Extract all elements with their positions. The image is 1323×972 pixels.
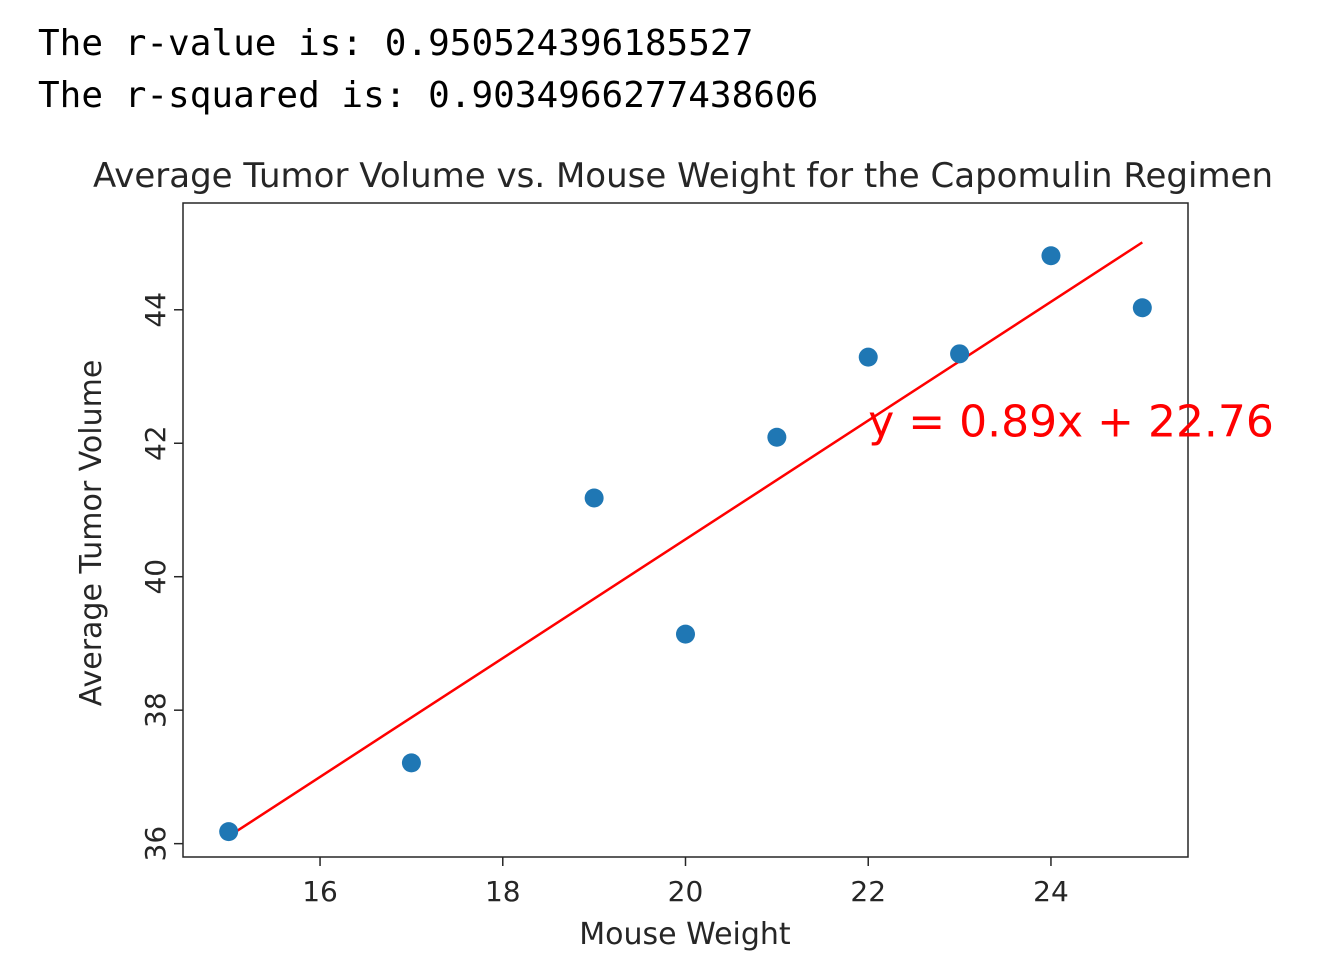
chart-title: Average Tumor Volume vs. Mouse Weight fo… [93, 156, 1273, 196]
regression-equation-label: y = 0.89x + 22.76 [868, 397, 1274, 448]
y-tick-label: 38 [139, 692, 172, 728]
scatter-points [219, 246, 1152, 842]
scatter-point [401, 753, 421, 773]
y-axis-ticks: 36 38 40 42 44 [139, 292, 183, 862]
scatter-point [219, 822, 239, 842]
x-axis-ticks: 16 18 20 22 24 [302, 857, 1069, 908]
scatter-point [1132, 298, 1152, 318]
x-tick-label: 16 [302, 875, 338, 908]
scatter-point [676, 624, 695, 644]
y-tick-label: 40 [139, 559, 172, 595]
y-tick-label: 36 [139, 826, 172, 862]
scatter-point [950, 344, 970, 364]
x-tick-label: 24 [1033, 875, 1069, 908]
x-tick-label: 20 [668, 875, 704, 908]
regression-group [228, 241, 1143, 838]
x-tick-label: 22 [850, 875, 886, 908]
x-axis-label: Mouse Weight [579, 917, 791, 952]
scatter-point [584, 488, 604, 508]
scatter-point [858, 347, 878, 367]
y-axis-label: Average Tumor Volume [74, 360, 109, 707]
y-tick-label: 44 [139, 292, 172, 328]
r-squared-output: The r-squared is: 0.9034966277438606 [38, 75, 819, 116]
r-value-output: The r-value is: 0.950524396185527 [38, 23, 754, 64]
regression-line [228, 241, 1143, 838]
plot-area-frame [182, 202, 1189, 858]
scatter-point [767, 427, 787, 447]
x-tick-label: 18 [485, 875, 521, 908]
scatter-point [1041, 246, 1061, 266]
y-tick-label: 42 [139, 425, 172, 461]
